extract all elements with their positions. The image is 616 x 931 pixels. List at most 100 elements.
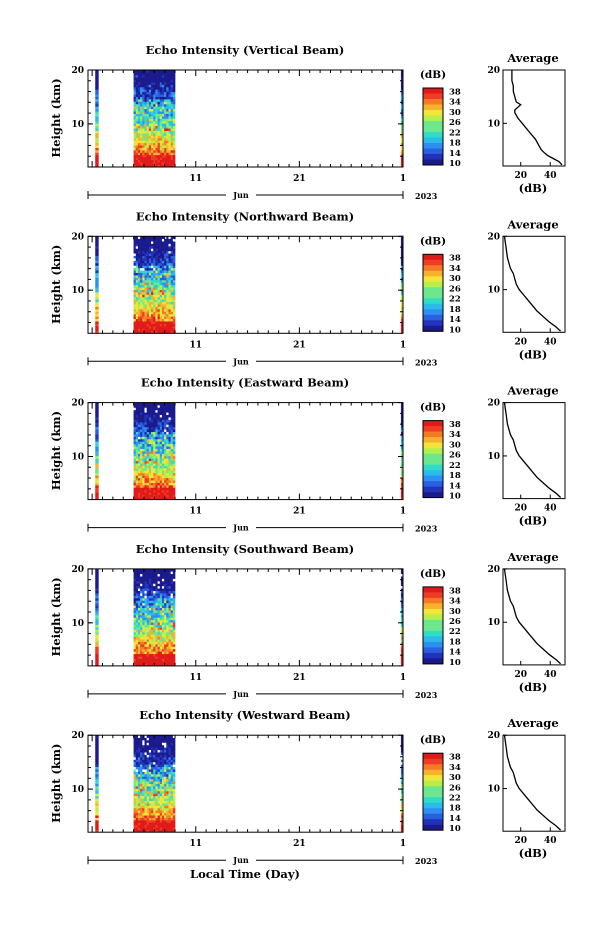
echo-cell — [135, 434, 139, 437]
echo-cell — [168, 157, 171, 161]
echo-cell — [164, 742, 167, 746]
echo-cell — [95, 610, 99, 613]
echo-cell — [164, 810, 167, 814]
echo-cell — [148, 238, 152, 242]
echo-cell — [144, 287, 147, 290]
echo-cell — [157, 426, 161, 430]
echo-cell — [133, 583, 137, 587]
echo-cell — [148, 152, 152, 156]
echo-cell — [159, 125, 163, 129]
echo-cell — [155, 639, 158, 642]
echo-cell — [137, 441, 141, 445]
echo-cell — [400, 330, 404, 334]
echo-cell — [144, 578, 147, 582]
profile-y-tick-label: 20 — [487, 731, 500, 741]
echo-cell — [161, 614, 165, 618]
echo-cell — [157, 77, 161, 80]
echo-cell — [133, 786, 137, 789]
echo-cell — [161, 735, 165, 738]
echo-cell — [155, 595, 158, 599]
echo-cell — [164, 74, 167, 78]
echo-cell — [146, 405, 150, 408]
echo-cell — [142, 590, 145, 594]
profile-x-label: (dB) — [519, 680, 548, 694]
echo-cell — [144, 446, 147, 449]
echo-cell — [95, 279, 99, 283]
echo-cell — [144, 448, 147, 452]
echo-cell — [157, 164, 161, 168]
echo-cell — [135, 817, 139, 821]
echo-cell — [142, 120, 145, 124]
colorbar-tick-label: 22 — [449, 794, 461, 804]
echo-cell — [168, 761, 171, 765]
echo-cell — [133, 757, 137, 760]
echo-cell — [157, 116, 161, 119]
echo-cell — [135, 409, 139, 413]
echo-cell — [168, 607, 171, 611]
echo-cell — [166, 116, 169, 119]
echo-cell — [157, 648, 161, 652]
echo-cell — [137, 89, 141, 93]
echo-cell — [157, 468, 161, 471]
echo-cell — [137, 612, 141, 616]
echo-cell — [144, 147, 147, 151]
echo-cell — [157, 260, 161, 264]
echo-cell — [137, 311, 141, 315]
echo-cell — [400, 409, 404, 413]
echo-cell — [142, 74, 145, 78]
echo-cell — [166, 576, 169, 579]
echo-cell — [155, 262, 158, 266]
echo-cell — [137, 581, 141, 584]
echo-cell — [400, 622, 404, 625]
echo-cell — [95, 284, 99, 288]
echo-cell — [151, 304, 154, 307]
echo-cell — [137, 405, 141, 408]
echo-cell — [135, 475, 139, 479]
echo-cell — [142, 99, 145, 102]
echo-cell — [140, 82, 143, 85]
echo-cell — [172, 774, 176, 777]
echo-cell — [133, 89, 137, 93]
echo-cell — [133, 795, 137, 799]
echo-cell — [144, 133, 147, 136]
echo-cell — [164, 147, 167, 151]
echo-cell — [140, 803, 143, 806]
echo-cell — [157, 489, 161, 493]
echo-cell — [170, 485, 174, 488]
echo-cell — [146, 434, 150, 437]
echo-cell — [133, 783, 137, 787]
echo-cell — [400, 125, 404, 129]
colorbar-segment — [423, 586, 443, 593]
echo-cell — [157, 270, 161, 273]
echo-cell — [144, 438, 147, 442]
echo-cell — [135, 482, 139, 486]
colorbar-segment — [423, 148, 443, 155]
echo-cell — [172, 123, 176, 127]
echo-cell — [168, 330, 171, 334]
echo-cell — [161, 757, 165, 760]
echo-cell — [151, 91, 154, 95]
echo-cell — [151, 627, 154, 630]
echo-cell — [157, 610, 161, 613]
y-axis-label: Height (km) — [49, 245, 63, 324]
echo-cell — [137, 617, 141, 621]
echo-cell — [148, 646, 152, 650]
echo-cell — [159, 72, 163, 76]
echo-cell — [161, 571, 165, 575]
colorbar-tick-label: 22 — [449, 295, 461, 305]
echo-cell — [133, 614, 137, 618]
echo-cell — [146, 781, 150, 784]
echo-cell — [140, 270, 143, 273]
echo-cell — [144, 294, 147, 298]
echo-cell — [151, 581, 154, 584]
echo-cell — [170, 778, 174, 782]
echo-cell — [144, 265, 147, 269]
echo-cell — [140, 757, 143, 760]
echo-cell — [135, 125, 139, 129]
echo-cell — [170, 482, 174, 486]
echo-cell — [166, 737, 169, 741]
echo-cell — [151, 747, 154, 751]
echo-cell — [137, 653, 141, 657]
echo-cell — [133, 150, 137, 153]
echo-cell — [172, 142, 176, 146]
